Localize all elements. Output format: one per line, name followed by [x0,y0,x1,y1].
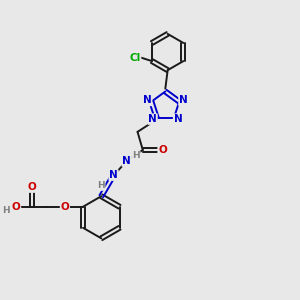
Text: N: N [109,170,118,180]
Text: H: H [132,151,140,160]
Text: H: H [2,206,10,215]
Text: N: N [174,114,182,124]
Text: N: N [179,95,188,105]
Text: N: N [143,95,152,105]
Text: O: O [27,182,36,192]
Text: N: N [148,114,157,124]
Text: N: N [122,156,131,166]
Text: O: O [12,202,20,212]
Text: H: H [97,181,105,190]
Text: O: O [158,145,167,155]
Text: Cl: Cl [129,52,141,63]
Text: O: O [61,202,69,212]
